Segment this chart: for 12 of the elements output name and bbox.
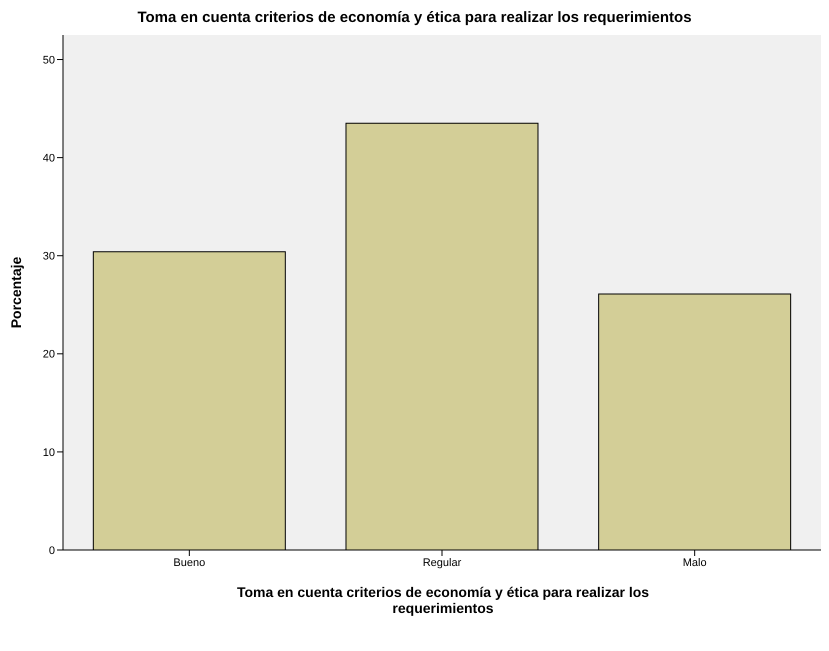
- y-tick-label: 40: [42, 152, 55, 165]
- x-tick-label: Bueno: [173, 556, 206, 569]
- x-axis-title: Toma en cuenta criterios de economía y ética para realizar los requerimientos: [236, 584, 650, 616]
- y-tick-label: 20: [42, 348, 55, 361]
- chart-title: Toma en cuenta criterios de economía y ética para realizar los requerimientos: [136, 8, 693, 28]
- y-tick-label: 50: [42, 54, 55, 66]
- y-tick-label: 10: [42, 446, 55, 459]
- y-axis-title: Porcentaje: [8, 256, 24, 328]
- y-tick-label: 0: [48, 544, 55, 557]
- x-tick-label: Regular: [422, 556, 462, 569]
- x-tick-label: Malo: [682, 556, 707, 569]
- y-tick-label: 30: [42, 250, 55, 263]
